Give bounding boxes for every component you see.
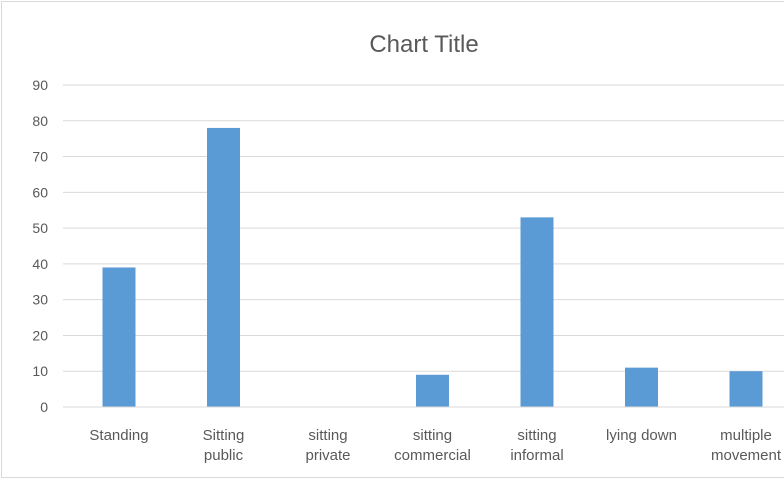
bar	[625, 367, 658, 407]
bar	[416, 374, 449, 407]
x-category-label: multiple	[720, 427, 772, 444]
x-category-label: sitting	[308, 427, 347, 444]
x-category-label: movement	[711, 447, 782, 464]
x-category-label: lying down	[606, 427, 677, 444]
bar	[729, 371, 763, 407]
x-category-label: public	[204, 447, 244, 464]
x-category-label: sitting	[517, 427, 556, 444]
x-category-label: sitting	[413, 427, 452, 444]
y-tick-label: 90	[32, 77, 48, 93]
y-axis-tick-labels: 0 10 20 30 40 50 60 70 80 90	[32, 77, 48, 415]
y-tick-label: 0	[40, 399, 48, 415]
x-category-label: private	[305, 447, 350, 464]
y-tick-label: 10	[32, 363, 48, 379]
x-category-label: commercial	[394, 447, 471, 464]
y-tick-label: 40	[32, 256, 48, 272]
bar	[520, 217, 554, 407]
x-category-label: Sitting	[203, 427, 245, 444]
y-tick-label: 60	[32, 184, 48, 200]
y-tick-label: 20	[32, 327, 48, 343]
gridlines	[63, 84, 784, 372]
bar	[102, 267, 136, 407]
y-tick-label: 70	[32, 149, 48, 165]
y-tick-label: 50	[32, 220, 48, 236]
bars	[102, 127, 763, 407]
y-tick-label: 80	[32, 113, 48, 129]
y-tick-label: 30	[32, 292, 48, 308]
x-category-label: informal	[510, 447, 563, 464]
x-axis-category-labels: Standing Sitting public sitting private sitti…	[89, 427, 781, 464]
bar	[207, 127, 240, 407]
chart-title: Chart Title	[369, 31, 478, 58]
x-category-label: Standing	[89, 427, 148, 444]
